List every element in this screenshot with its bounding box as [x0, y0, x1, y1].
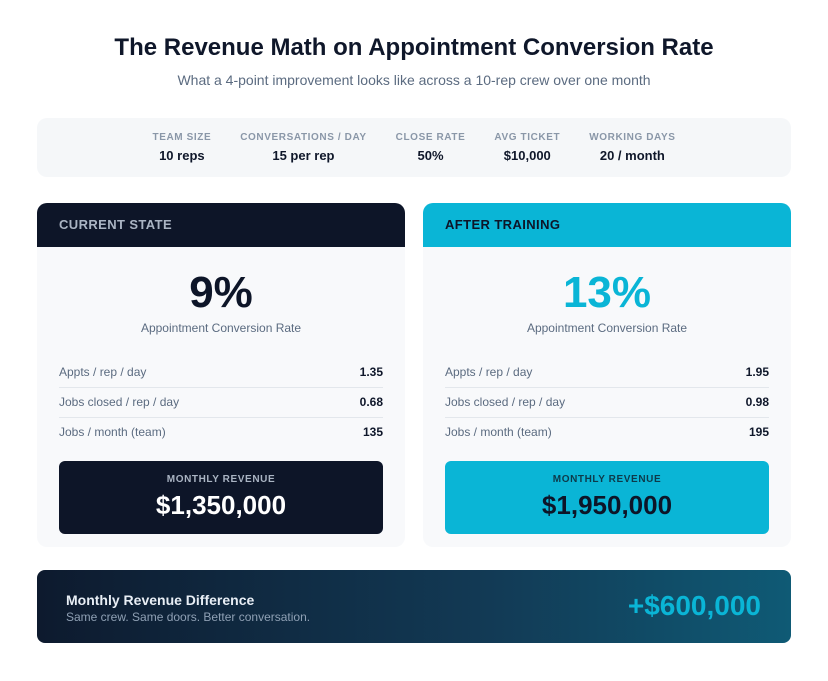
assumption-value: 15 per rep: [272, 148, 335, 163]
assumptions-bar: TEAM SIZE 10 reps CONVERSATIONS / DAY 15 pe…: [37, 118, 791, 177]
difference-banner: Monthly Revenue Difference Same crew. Sa…: [37, 570, 791, 643]
revenue-label: MONTHLY REVENUE: [552, 474, 662, 485]
difference-subtitle: Same crew. Same doors. Better conversati…: [66, 610, 311, 624]
rate-label: Appointment Conversion Rate: [526, 321, 688, 335]
metric-label: Appts / rep / day: [59, 365, 147, 379]
current-card: CURRENT STATE 9% Appointment Conversion Ra…: [37, 203, 405, 547]
metric-value: 0.98: [745, 395, 769, 409]
assumption-value: 10 reps: [159, 148, 205, 163]
assumption-value: 50%: [417, 148, 444, 163]
metric-value: 1.35: [359, 365, 383, 379]
difference-title: Monthly Revenue Difference: [66, 592, 255, 608]
assumption: TEAM SIZE 10 reps: [152, 132, 211, 163]
metric-label: Jobs closed / rep / day: [59, 395, 180, 409]
revenue-box: MONTHLY REVENUE $1,350,000: [59, 461, 383, 534]
title: The Revenue Math on Appointment Conversi…: [114, 34, 714, 61]
metric-label: Jobs / month (team): [59, 425, 166, 439]
metric-row: Jobs closed / rep / day 0.98: [445, 388, 769, 418]
assumption-label: CONVERSATIONS / DAY: [240, 132, 367, 143]
metric-row: Jobs closed / rep / day 0.68: [59, 388, 383, 418]
assumption: CONVERSATIONS / DAY 15 per rep: [240, 132, 366, 163]
metric-label: Jobs closed / rep / day: [445, 395, 566, 409]
assumption: AVG TICKET $10,000: [494, 132, 560, 163]
metric-row: Appts / rep / day 1.35: [59, 358, 383, 388]
revenue-value: $1,350,000: [155, 490, 287, 520]
conversion-rate: 13%: [562, 268, 652, 317]
revenue-value: $1,950,000: [541, 490, 673, 520]
assumption-value: $10,000: [503, 148, 551, 163]
metric-list: Appts / rep / day 1.95 Jobs closed / rep /…: [445, 358, 769, 447]
metric-list: Appts / rep / day 1.35 Jobs closed / rep /…: [59, 358, 383, 447]
revenue-label: MONTHLY REVENUE: [166, 474, 276, 485]
rate-label: Appointment Conversion Rate: [140, 321, 302, 335]
assumption-label: AVG TICKET: [494, 132, 561, 143]
metric-value: 1.95: [745, 365, 769, 379]
assumption-label: TEAM SIZE: [152, 132, 212, 143]
card-heading: AFTER TRAINING: [423, 203, 791, 247]
metric-value: 195: [748, 425, 769, 439]
metric-row: Jobs / month (team) 135: [59, 418, 383, 447]
assumption: CLOSE RATE 50%: [396, 132, 466, 163]
metric-value: 135: [362, 425, 383, 439]
assumption-value: 20 / month: [599, 148, 665, 163]
assumption: WORKING DAYS 20 / month: [589, 132, 675, 163]
card-heading: CURRENT STATE: [37, 203, 405, 247]
metric-value: 0.68: [359, 395, 383, 409]
metric-row: Jobs / month (team) 195: [445, 418, 769, 447]
difference-value: +$600,000: [627, 590, 761, 621]
metric-label: Appts / rep / day: [445, 365, 533, 379]
subtitle: What a 4-point improvement looks like ac…: [177, 72, 651, 88]
revenue-box: MONTHLY REVENUE $1,950,000: [445, 461, 769, 534]
metric-label: Jobs / month (team): [445, 425, 552, 439]
assumption-label: CLOSE RATE: [395, 132, 466, 143]
after-card: AFTER TRAINING 13% Appointment Conversion …: [423, 203, 791, 547]
metric-row: Appts / rep / day 1.95: [445, 358, 769, 388]
assumption-label: WORKING DAYS: [589, 132, 676, 143]
conversion-rate: 9%: [189, 268, 253, 317]
